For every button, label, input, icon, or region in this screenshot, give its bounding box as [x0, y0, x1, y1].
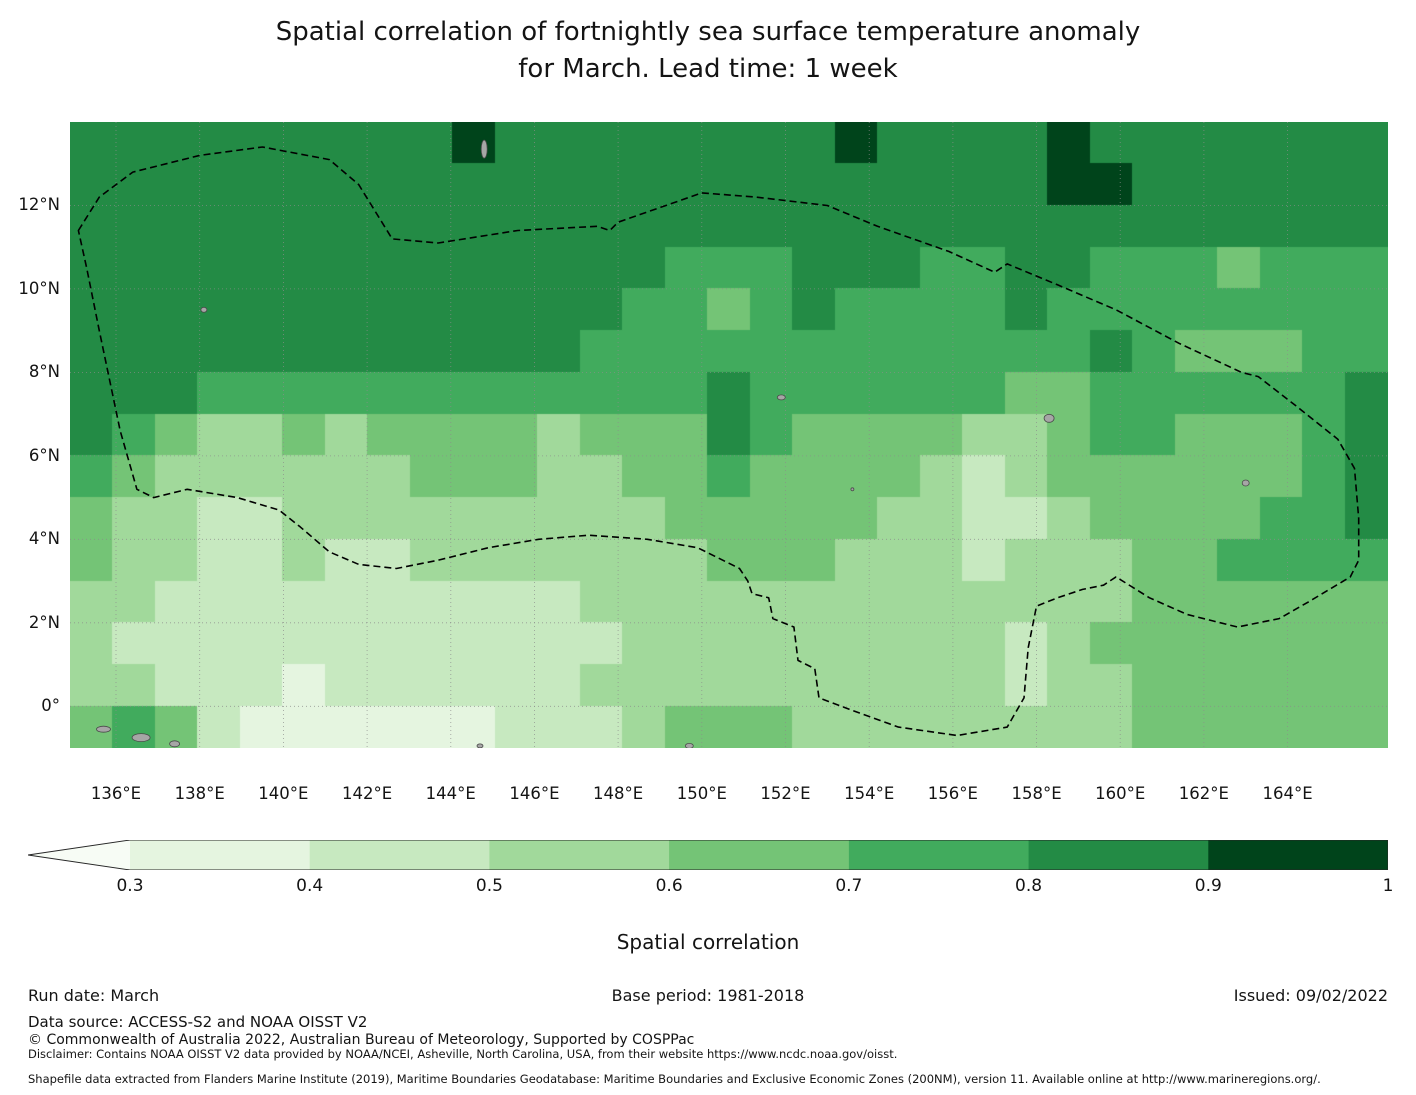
x-axis-tick-label: 140°E: [258, 784, 309, 803]
colorbar-segment: [309, 840, 490, 870]
colorbar-tick-label: 0.9: [1194, 876, 1222, 896]
map-overlay: [70, 122, 1388, 748]
x-axis-tick-label: 144°E: [425, 784, 476, 803]
colorbar-tick-label: 0.4: [296, 876, 324, 896]
x-axis-tick-label: 138°E: [174, 784, 225, 803]
base-period-text: Base period: 1981-2018: [611, 986, 805, 1005]
shapefile-attribution-text: Shapefile data extracted from Flanders M…: [28, 1072, 1321, 1086]
issued-date-text: Issued: 09/02/2022: [1233, 986, 1388, 1005]
figure-title: Spatial correlation of fortnightly sea s…: [0, 14, 1416, 88]
x-axis-tick-label: 142°E: [341, 784, 393, 803]
island-shape: [684, 743, 694, 748]
correlation-heatmap-canvas: [70, 122, 1388, 748]
y-axis-tick-label: 4°N: [28, 529, 60, 549]
x-axis-tick-label: 158°E: [1011, 784, 1062, 803]
island-shape: [476, 743, 484, 748]
x-axis-tick-label: 136°E: [90, 784, 142, 803]
colorbar-segment: [848, 840, 1030, 870]
island-shape: [131, 733, 151, 742]
colorbar-tick-label: 0.8: [1015, 876, 1043, 896]
x-axis-tick-label: 164°E: [1262, 784, 1313, 803]
island-shape: [200, 306, 208, 313]
y-axis-tick-label: 0°: [41, 696, 60, 716]
island-shape: [169, 740, 180, 748]
x-axis-tick-label: 160°E: [1095, 784, 1146, 803]
colorbar-segment: [1208, 840, 1388, 870]
colorbar-segment: [489, 840, 670, 870]
colorbar-under-arrow: [28, 840, 130, 870]
disclaimer-text: Disclaimer: Contains NOAA OISST V2 data …: [28, 1047, 898, 1061]
colorbar-tick-label: 1: [1382, 876, 1394, 896]
colorbar-tick-label: 0.5: [475, 876, 503, 896]
y-axis-tick-label: 10°N: [18, 278, 60, 298]
island-shape: [1241, 479, 1250, 487]
colorbar-segment: [130, 840, 311, 870]
x-axis-tick-label: 152°E: [760, 784, 811, 803]
colorbar-outline: [28, 840, 1388, 870]
island-shape: [1043, 413, 1055, 423]
x-axis-tick-label: 150°E: [676, 784, 727, 803]
colorbar-label: Spatial correlation: [616, 930, 800, 954]
run-date-text: Run date: March: [28, 986, 160, 1005]
colorbar-tick-label: 0.6: [655, 876, 683, 896]
copyright-text: © Commonwealth of Australia 2022, Austra…: [28, 1032, 695, 1048]
island-shape: [776, 394, 786, 401]
x-axis-tick-label: 148°E: [593, 784, 644, 803]
eez-boundary-line: [77, 146, 1360, 737]
figure-title-line2: for March. Lead time: 1 week: [518, 54, 898, 84]
colorbar-tick-label: 0.7: [835, 876, 863, 896]
colorbar-segment: [1028, 840, 1209, 870]
x-axis-tick-label: 146°E: [509, 784, 560, 803]
x-axis-tick-label: 162°E: [1178, 784, 1229, 803]
x-axis-tick-label: 154°E: [844, 784, 895, 803]
colorbar: [28, 840, 1388, 870]
colorbar-tick-label: 0.3: [116, 876, 144, 896]
x-axis-tick-label: 156°E: [927, 784, 978, 803]
island-shape: [850, 487, 855, 492]
colorbar-segment: [669, 840, 850, 870]
y-axis-tick-label: 8°N: [28, 362, 60, 382]
data-source-text: Data source: ACCESS-S2 and NOAA OISST V2: [28, 1013, 368, 1031]
y-axis-tick-label: 6°N: [28, 445, 60, 465]
island-shape: [480, 139, 488, 159]
y-axis-tick-label: 12°N: [18, 195, 60, 215]
island-shape: [96, 725, 111, 733]
y-axis-tick-label: 2°N: [28, 612, 60, 632]
map-plot-area: [70, 122, 1388, 748]
figure-title-line1: Spatial correlation of fortnightly sea s…: [275, 17, 1141, 47]
